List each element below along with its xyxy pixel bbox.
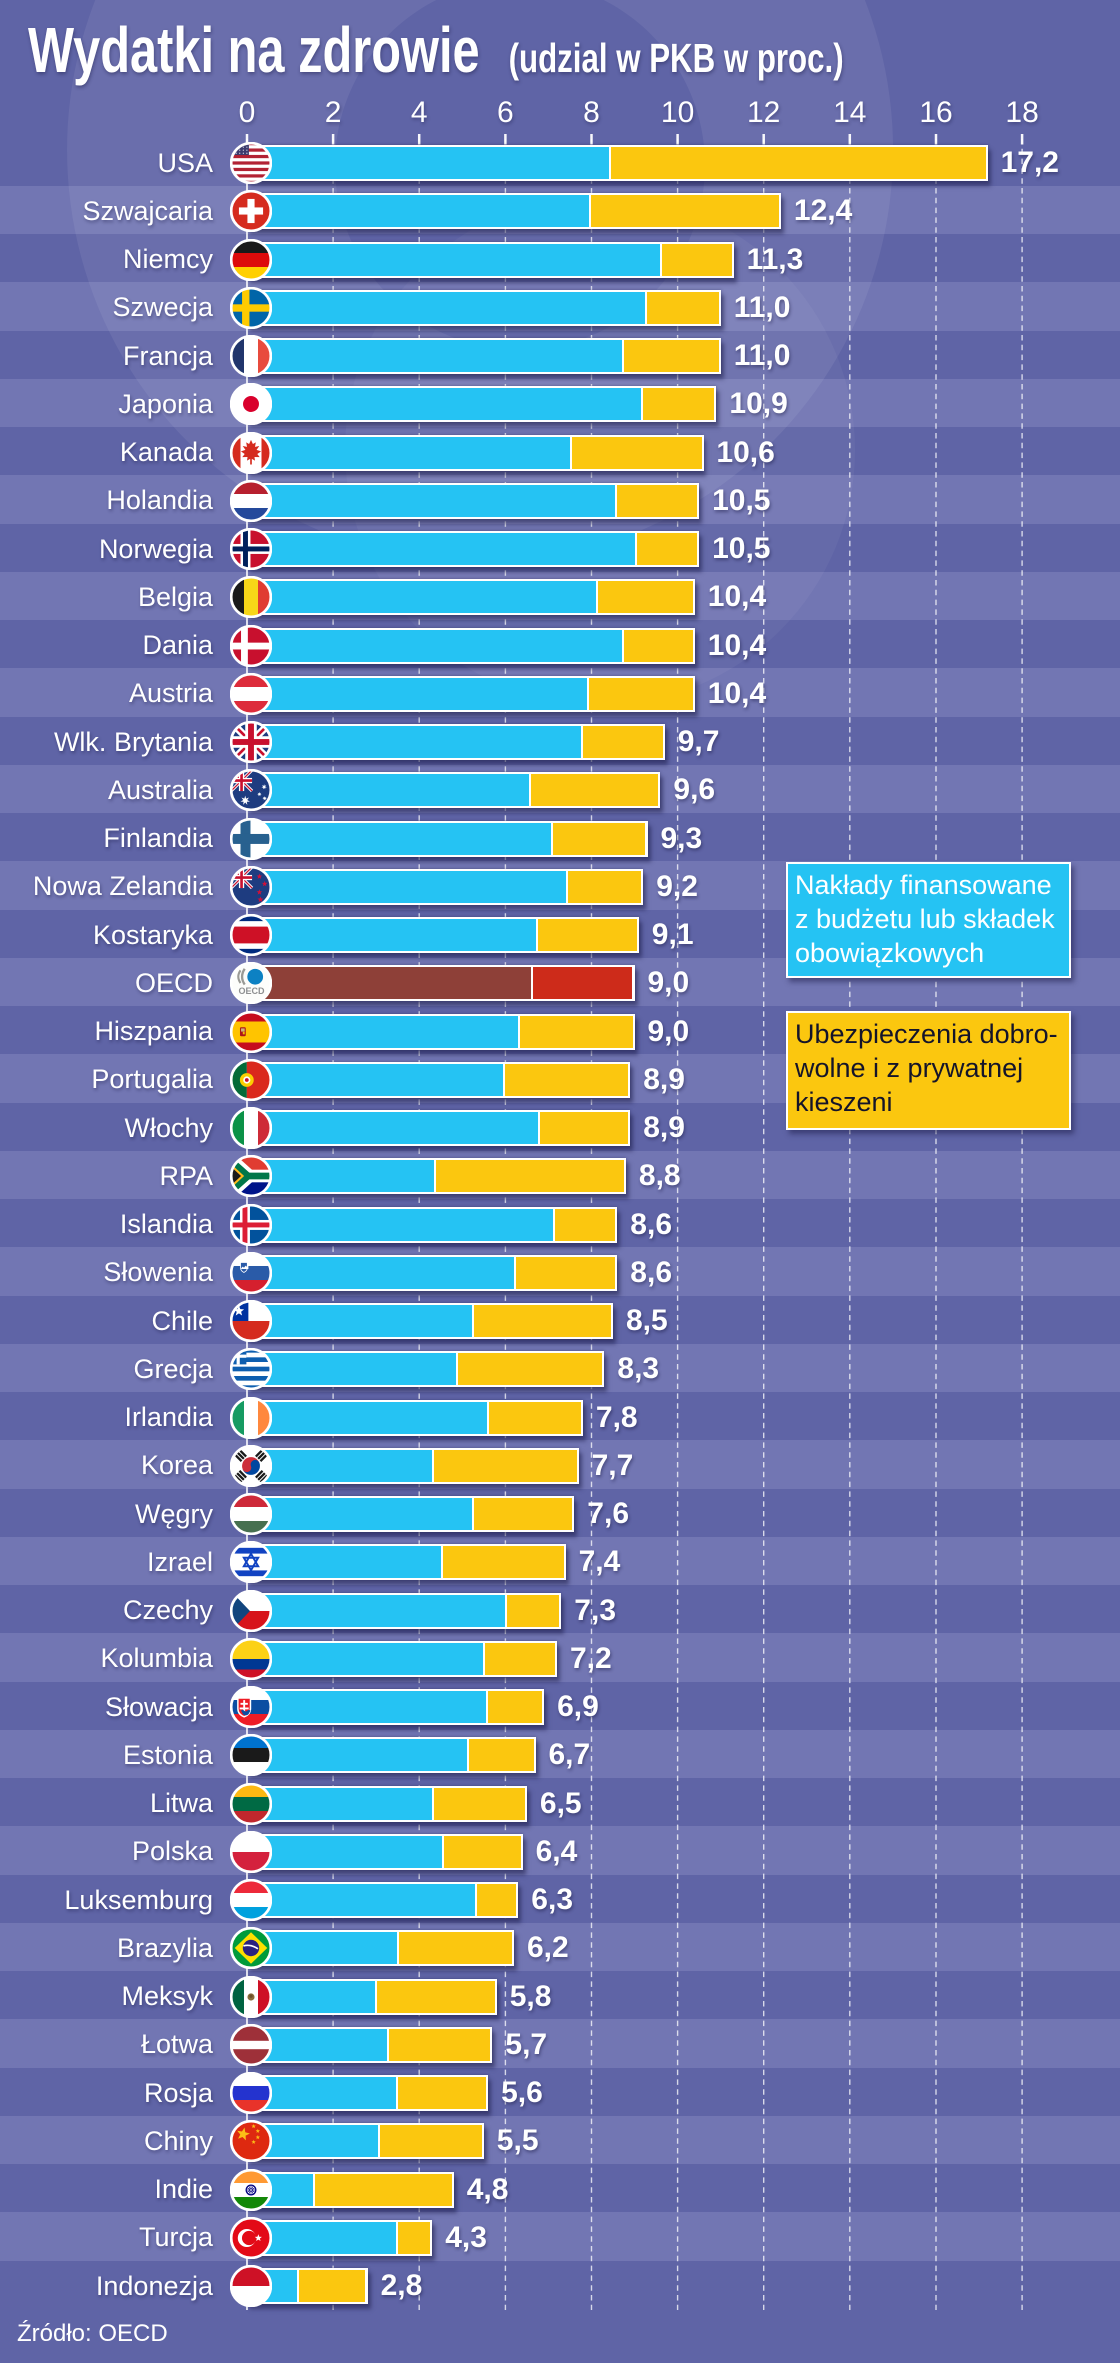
svg-text:OECD: OECD bbox=[238, 986, 265, 996]
